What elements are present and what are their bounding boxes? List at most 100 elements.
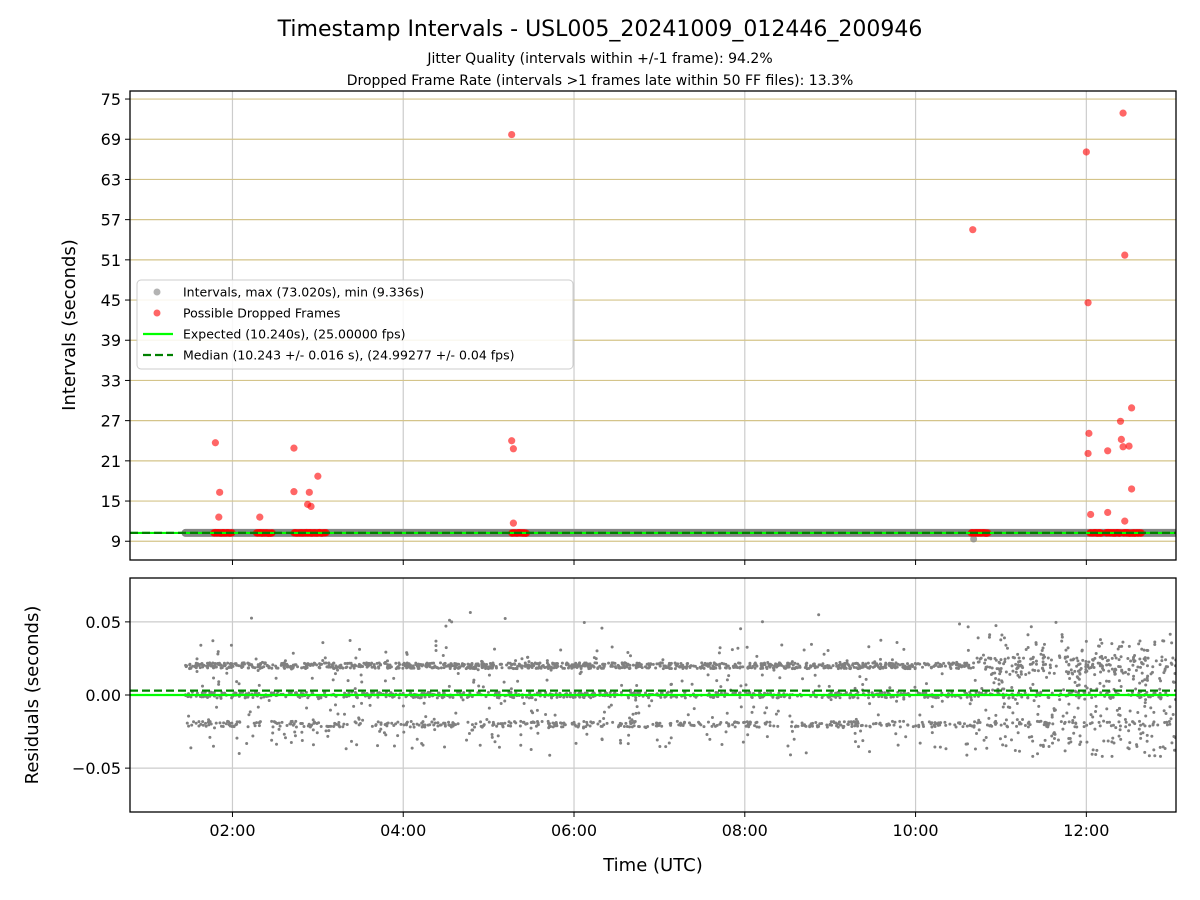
residual-point bbox=[725, 721, 729, 725]
residual-point bbox=[428, 723, 432, 727]
residual-point bbox=[246, 725, 250, 729]
residual-point bbox=[209, 690, 213, 694]
residual-point bbox=[926, 695, 930, 699]
residual-point bbox=[1093, 673, 1097, 677]
residual-point bbox=[602, 716, 606, 720]
residual-point bbox=[596, 722, 600, 726]
residual-point bbox=[690, 682, 694, 686]
residual-point bbox=[519, 743, 523, 747]
residual-point bbox=[349, 739, 353, 743]
residual-point bbox=[1105, 679, 1109, 683]
residual-point bbox=[655, 662, 659, 666]
residual-point bbox=[638, 664, 642, 668]
residual-point bbox=[628, 716, 632, 720]
residual-point bbox=[368, 703, 372, 707]
residual-point bbox=[1026, 696, 1030, 700]
residual-point bbox=[549, 668, 553, 672]
residual-point bbox=[396, 734, 400, 738]
residual-point bbox=[668, 667, 672, 671]
residual-point bbox=[1016, 652, 1020, 656]
residual-point bbox=[477, 691, 481, 695]
residual-point bbox=[998, 661, 1002, 665]
residual-point bbox=[938, 745, 942, 749]
residual-point bbox=[588, 662, 592, 666]
residual-point bbox=[971, 665, 975, 669]
residual-point bbox=[1126, 657, 1130, 661]
residual-point bbox=[1090, 696, 1094, 700]
residual-point bbox=[1117, 665, 1121, 669]
residual-point bbox=[345, 723, 349, 727]
residual-point bbox=[1063, 656, 1067, 660]
residual-point bbox=[838, 723, 842, 727]
residual-point bbox=[984, 665, 988, 669]
residual-point bbox=[851, 662, 855, 666]
residual-point bbox=[365, 661, 369, 665]
residual-point bbox=[384, 690, 388, 694]
residual-point bbox=[270, 738, 274, 742]
residual-point bbox=[187, 724, 191, 728]
residual-point bbox=[1128, 709, 1132, 713]
residual-point bbox=[541, 664, 545, 668]
residual-point bbox=[898, 719, 902, 723]
residual-point bbox=[1050, 715, 1054, 719]
residual-point bbox=[825, 725, 829, 729]
residual-point bbox=[336, 712, 340, 716]
residual-point bbox=[1121, 671, 1125, 675]
residual-point bbox=[789, 753, 793, 757]
residual-point bbox=[626, 651, 630, 655]
residual-point bbox=[719, 685, 723, 689]
residual-point bbox=[1073, 669, 1077, 673]
residual-point bbox=[509, 687, 513, 691]
residual-point bbox=[695, 666, 699, 670]
residual-point bbox=[1132, 674, 1136, 678]
residual-point bbox=[968, 723, 972, 727]
residual-point bbox=[1143, 704, 1147, 708]
residual-point bbox=[853, 731, 857, 735]
residual-point bbox=[780, 643, 784, 647]
residual-point bbox=[1020, 695, 1024, 699]
intervals-y-tick-label: 63 bbox=[101, 170, 121, 189]
residual-point bbox=[974, 691, 978, 695]
residual-point bbox=[816, 725, 820, 729]
residual-point bbox=[300, 730, 304, 734]
residual-point bbox=[192, 720, 196, 724]
residual-point bbox=[570, 663, 574, 667]
residual-point bbox=[1064, 660, 1068, 664]
residual-point bbox=[318, 666, 322, 670]
residual-point bbox=[764, 665, 768, 669]
residual-point bbox=[1050, 713, 1054, 717]
residual-point bbox=[534, 724, 538, 728]
residual-point bbox=[1152, 748, 1156, 752]
residual-point bbox=[305, 706, 309, 710]
residual-point bbox=[898, 725, 902, 729]
residual-point bbox=[280, 720, 284, 724]
residual-point bbox=[1123, 717, 1127, 721]
residual-point bbox=[1130, 691, 1134, 695]
residual-point bbox=[1052, 737, 1056, 741]
residual-point bbox=[809, 664, 813, 668]
residual-point bbox=[1034, 641, 1038, 645]
residual-point bbox=[291, 665, 295, 669]
residual-point bbox=[786, 664, 790, 668]
residual-point bbox=[1043, 738, 1047, 742]
residual-point bbox=[1060, 635, 1064, 639]
residual-point bbox=[545, 678, 549, 682]
residual-point bbox=[423, 695, 427, 699]
intervals-y-tick-label: 39 bbox=[101, 331, 121, 350]
residual-point bbox=[195, 670, 199, 674]
residual-point bbox=[473, 725, 477, 729]
residual-point bbox=[318, 662, 322, 666]
residual-point bbox=[396, 720, 400, 724]
residual-point bbox=[578, 691, 582, 695]
residual-point bbox=[553, 723, 557, 727]
residual-point bbox=[1018, 664, 1022, 668]
residual-point bbox=[631, 663, 635, 667]
residual-point bbox=[667, 741, 671, 745]
residual-point bbox=[620, 683, 624, 687]
intervals-y-tick-label: 45 bbox=[101, 291, 121, 310]
residual-point bbox=[285, 724, 289, 728]
residual-point bbox=[903, 667, 907, 671]
residual-point bbox=[734, 691, 738, 695]
residual-point bbox=[1041, 743, 1045, 747]
residual-point bbox=[577, 663, 581, 667]
